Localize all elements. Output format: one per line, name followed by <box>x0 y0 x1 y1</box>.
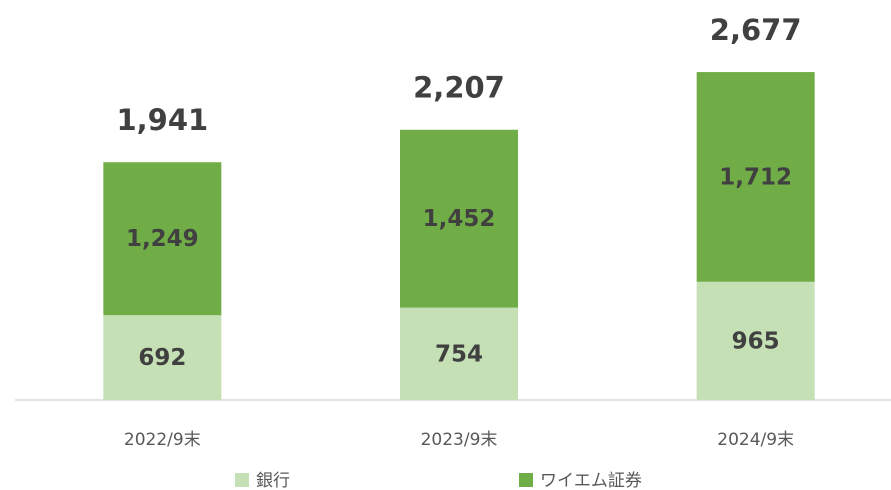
data-label: 965 <box>732 328 780 354</box>
data-label: 1,452 <box>423 206 496 232</box>
legend-label: ワイエム証券 <box>540 471 642 490</box>
bar-segment <box>103 315 222 400</box>
total-label: 2,677 <box>710 13 802 47</box>
bar-segment <box>103 162 222 316</box>
legend-label: 銀行 <box>256 471 290 490</box>
bar-segment <box>400 129 518 308</box>
legend-swatch <box>519 473 533 487</box>
x-tick-label: 2024/9末 <box>717 430 794 450</box>
data-label: 1,249 <box>126 226 199 252</box>
total-label: 2,207 <box>413 71 505 105</box>
x-tick-label: 2022/9末 <box>124 430 201 450</box>
total-label: 1,941 <box>116 103 208 137</box>
data-label: 1,712 <box>719 164 792 190</box>
data-label: 754 <box>435 341 483 367</box>
x-tick-label: 2023/9末 <box>421 430 498 450</box>
bar-segment <box>696 281 815 400</box>
legend-swatch <box>235 473 249 487</box>
bar-segment <box>400 307 518 400</box>
bar-segment <box>696 72 815 282</box>
data-label: 692 <box>138 345 186 371</box>
